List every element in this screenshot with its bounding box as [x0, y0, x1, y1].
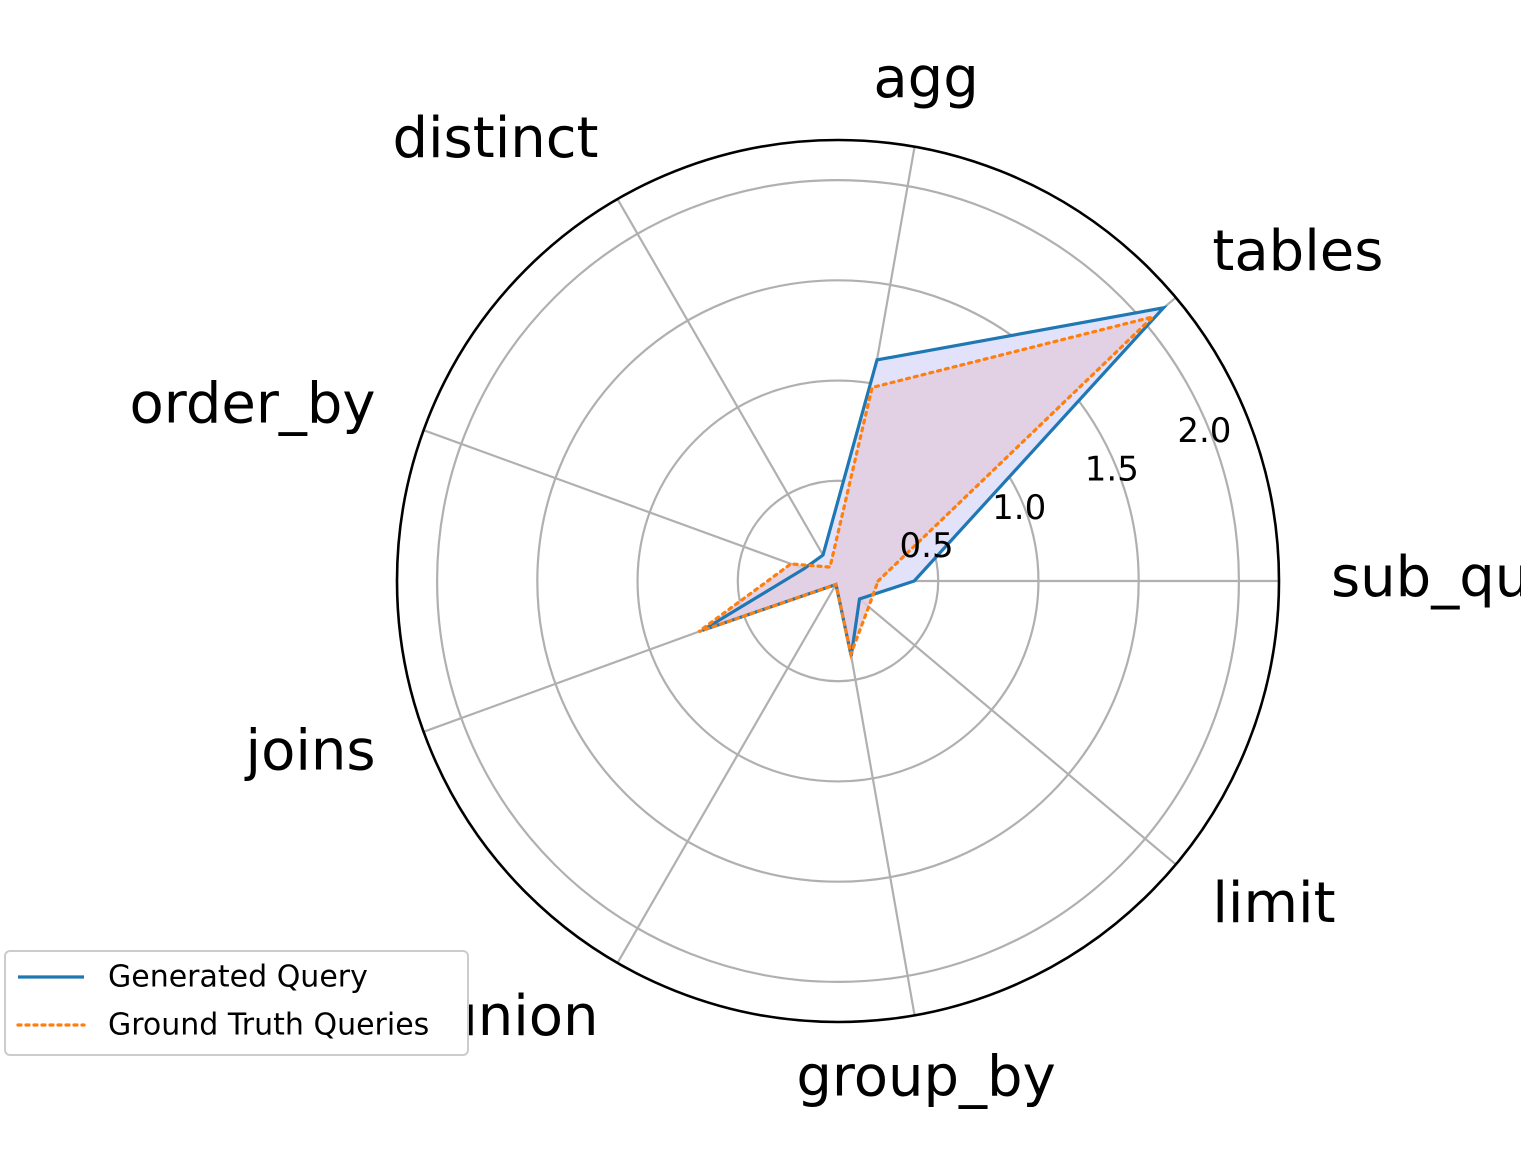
category-label: sub_queries: [1331, 545, 1521, 610]
legend: Generated Query Ground Truth Queries: [4, 950, 469, 1056]
series-lines: [697, 305, 1168, 660]
series-line: [697, 313, 1159, 660]
category-label: limit: [1212, 871, 1335, 936]
radial-tick-label: 2.0: [1177, 411, 1231, 451]
legend-label: Generated Query: [108, 960, 368, 995]
category-label: group_by: [796, 1044, 1055, 1109]
series-fill: [698, 316, 1153, 654]
grid-spoke: [616, 580, 839, 964]
legend-box: [4, 950, 469, 1056]
category-label: order_by: [130, 372, 376, 437]
category-labels: sub_queries tables agg distinct order_byjoin…: [130, 46, 1521, 1110]
series-fills: [698, 307, 1164, 656]
series-line: [701, 305, 1168, 657]
category-label: joins: [244, 719, 376, 784]
outer-frame: [395, 138, 1281, 1024]
category-label: agg: [873, 46, 978, 111]
grid-spoke: [837, 580, 1177, 866]
grid-spoke: [616, 198, 839, 582]
grid-spoke: [423, 429, 839, 583]
radial-tick-label: 1.5: [1085, 449, 1139, 489]
legend-label: Ground Truth Queries: [108, 1008, 429, 1043]
category-label: distinct: [392, 106, 598, 171]
radial-tick-label: 1.0: [992, 488, 1046, 528]
outer-circle: [395, 138, 1281, 1024]
category-label: tables: [1212, 219, 1383, 284]
radial-tick-labels: 0.5 1.0 1.5 2.0: [900, 411, 1232, 566]
radial-tick-label: 0.5: [900, 526, 954, 566]
